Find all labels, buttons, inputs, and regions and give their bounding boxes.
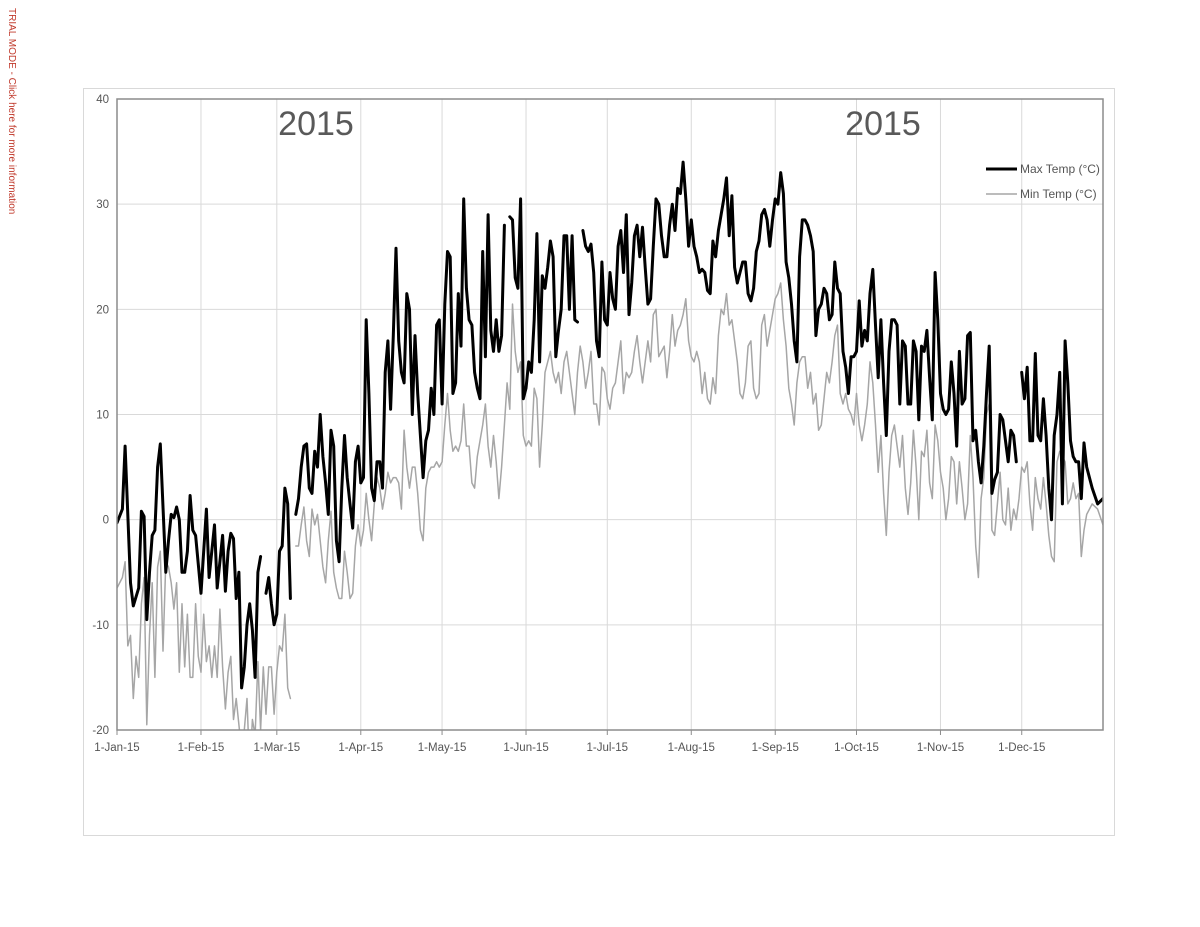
x-tick-label: 1-Jun-15 [503, 742, 548, 754]
y-tick-label: 30 [96, 199, 109, 211]
tick-labels: -20 -10 0 10 20 30 40 1-Jan-15 1-Feb-15 1-Mar-15 1… [92, 94, 1045, 754]
x-tick-label: 1-Apr-15 [338, 742, 383, 754]
x-tick-label: 1-Dec-15 [998, 742, 1045, 754]
y-tick-label: 40 [96, 94, 109, 106]
chart-area: -20 -10 0 10 20 30 40 1-Jan-15 1-Feb-15 1-Mar-15 1… [83, 88, 1115, 836]
annotations: 2015 2015 [278, 105, 921, 143]
y-tick-label: 10 [96, 410, 109, 422]
x-tick-label: 1-Oct-15 [834, 742, 879, 754]
x-tick-label: 1-Jan-15 [94, 742, 139, 754]
y-tick-label: 20 [96, 304, 109, 316]
x-tick-label: 1-Mar-15 [253, 742, 300, 754]
legend-label-min: Min Temp (°C) [1020, 187, 1097, 201]
y-tick-label: 0 [103, 515, 109, 527]
x-tick-label: 1-May-15 [418, 742, 467, 754]
y-tick-label: -10 [92, 620, 109, 632]
x-tick-label: 1-Feb-15 [178, 742, 225, 754]
legend-label-max: Max Temp (°C) [1020, 162, 1100, 176]
min-temp-series-line [117, 282, 1103, 730]
year-annotation: 2015 [278, 105, 354, 143]
series-lines [117, 160, 1103, 730]
x-tick-label: 1-Jul-15 [587, 742, 629, 754]
x-tick-label: 1-Sep-15 [752, 742, 799, 754]
plot-border [116, 98, 1104, 731]
x-tick-label: 1-Aug-15 [668, 742, 715, 754]
legend[interactable]: Max Temp (°C) Min Temp (°C) [986, 162, 1100, 201]
gridlines [116, 98, 1103, 731]
axes [116, 98, 1104, 735]
y-tick-label: -20 [92, 725, 109, 737]
trial-mode-notice[interactable]: TRIAL MODE - Click here for more informa… [6, 8, 17, 215]
max-temp-series-line [117, 160, 1103, 690]
x-tick-label: 1-Nov-15 [917, 742, 964, 754]
line-chart: -20 -10 0 10 20 30 40 1-Jan-15 1-Feb-15 1-Mar-15 1… [92, 94, 1104, 754]
year-annotation: 2015 [845, 105, 921, 143]
